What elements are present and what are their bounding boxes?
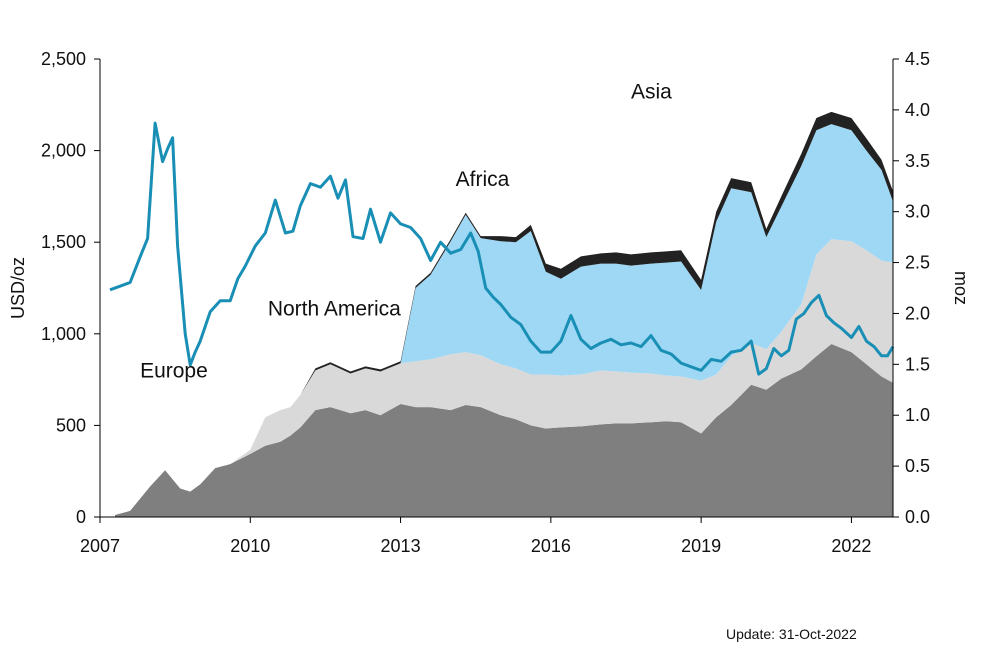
y-right-tick-label: 3.5 bbox=[905, 151, 930, 171]
x-tick-label: 2007 bbox=[80, 536, 120, 556]
area-north-america bbox=[115, 239, 893, 515]
x-tick-label: 2022 bbox=[831, 536, 871, 556]
y-left-tick-label: 500 bbox=[56, 415, 86, 435]
area-africa bbox=[115, 124, 893, 515]
y-right-tick-label: 3.0 bbox=[905, 202, 930, 222]
y-left-tick-label: 0 bbox=[76, 507, 86, 527]
y-right-tick-label: 1.0 bbox=[905, 405, 930, 425]
y-left-axis-title: USD/oz bbox=[8, 257, 28, 319]
stacked-areas bbox=[115, 111, 893, 517]
label-asia: Asia bbox=[631, 81, 672, 104]
y-right-tick-label: 2.0 bbox=[905, 303, 930, 323]
y-left-tick-label: 1,000 bbox=[41, 324, 86, 344]
y-right-tick-label: 0.0 bbox=[905, 507, 930, 527]
x-tick-label: 2010 bbox=[230, 536, 270, 556]
label-europe: Europe bbox=[140, 360, 208, 383]
y-right-tick-label: 4.0 bbox=[905, 100, 930, 120]
y-right-tick-label: 0.5 bbox=[905, 456, 930, 476]
x-tick-label: 2019 bbox=[681, 536, 721, 556]
region-labels: Europe North America Africa Asia bbox=[140, 81, 672, 383]
y-left-tick-label: 1,500 bbox=[41, 232, 86, 252]
y-left-tick-label: 2,000 bbox=[41, 141, 86, 161]
y-right-tick-label: 1.5 bbox=[905, 354, 930, 374]
y-left-tick-label: 2,500 bbox=[41, 49, 86, 69]
area-europe bbox=[115, 344, 893, 517]
y-right-tick-label: 2.5 bbox=[905, 253, 930, 273]
price-line bbox=[109, 121, 895, 376]
y-right-axis-title: moz bbox=[951, 271, 971, 305]
x-tick-label: 2013 bbox=[381, 536, 421, 556]
label-africa: Africa bbox=[456, 168, 510, 191]
axes: 0 500 1,000 1,500 2,000 2,500 0.0 0.5 1.0 1.5 2.0 2… bbox=[8, 49, 971, 556]
update-note: Update: 31-Oct-2022 bbox=[726, 626, 857, 642]
label-north-america: North America bbox=[268, 297, 401, 320]
y-right-tick-label: 4.5 bbox=[905, 49, 930, 69]
x-tick-label: 2016 bbox=[531, 536, 571, 556]
